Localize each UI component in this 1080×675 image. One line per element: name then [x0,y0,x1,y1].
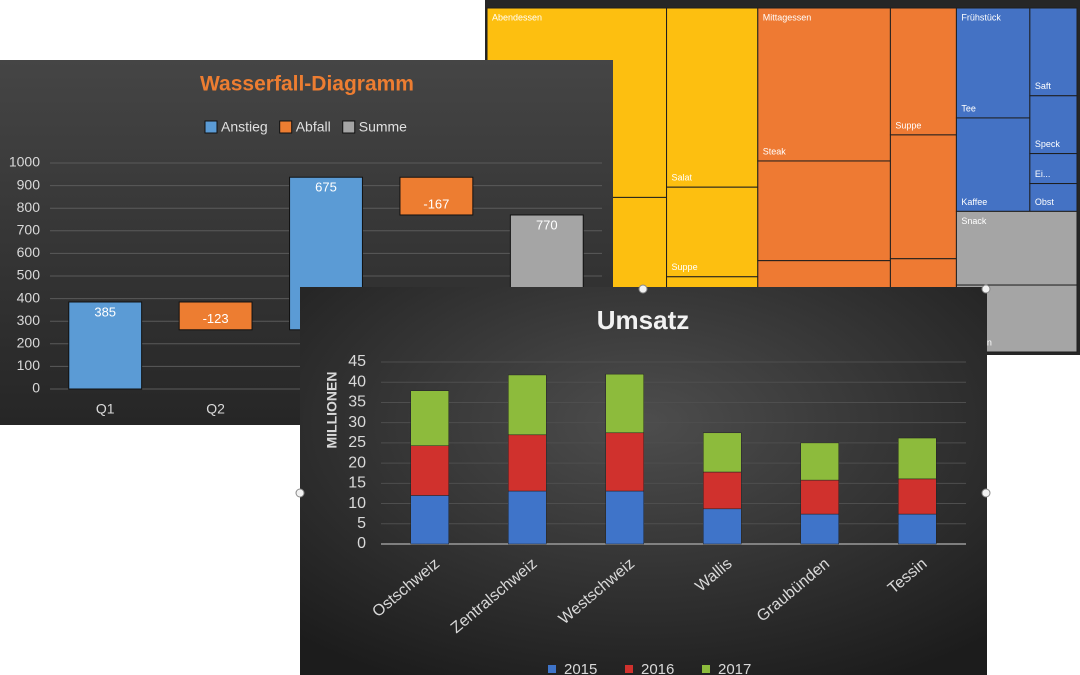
cell-label: Steak [763,146,787,156]
legend-swatch [204,120,218,134]
value-label: 385 [94,304,116,319]
value-label: 675 [315,180,337,195]
umsatz-panel: Umsatz MILLIONEN 051015202530354045Ostsc… [295,284,991,675]
y-tick-label: 0 [357,535,366,552]
treemap-cell [889,7,957,136]
bar-segment [898,437,937,480]
bar-segment [703,432,742,473]
selection-handle[interactable] [295,488,305,498]
bar-segment [703,471,742,510]
legend-swatch [548,665,556,673]
y-tick-label: 200 [17,335,41,351]
chart-title: Wasserfall-Diagramm [200,73,414,96]
bar-segment [508,434,547,492]
legend-swatch [702,665,710,673]
y-tick-label: 5 [357,515,366,532]
value-label: 770 [536,217,558,232]
legend-swatch [342,120,356,134]
bar [178,301,253,331]
legend-swatch [279,120,293,134]
y-axis-title: MILLIONEN [324,372,340,449]
cell-label: Kaffee [961,197,987,207]
y-tick-label: 25 [348,434,366,451]
y-tick-label: 15 [348,475,366,492]
bar-segment [898,478,937,515]
cell-label: Suppe [672,262,698,272]
y-tick-label: 900 [17,176,41,192]
treemap-cell [955,210,1078,286]
legend-label: Summe [359,119,407,135]
treemap-cell [955,117,1031,212]
legend-label: Abfall [296,119,331,135]
y-tick-label: 500 [17,267,41,283]
bar-segment [800,442,839,481]
y-tick-label: 100 [17,357,41,373]
legend-label: 2017 [718,661,751,675]
bar-segment [410,495,449,545]
treemap-cell [666,186,759,278]
treemap-cell [666,7,759,188]
bar [68,301,143,390]
selection-handle[interactable] [638,284,648,294]
bar-segment [410,445,449,496]
bar-segment [605,373,644,434]
y-tick-label: 30 [348,414,366,431]
x-tick-label: Q1 [96,401,115,417]
y-tick-label: 0 [32,380,40,396]
treemap-cell [757,7,891,162]
cell-label: Tee [961,103,976,113]
value-label: -167 [423,196,449,211]
bar-segment [703,508,742,545]
legend-label: 2016 [641,661,674,675]
y-tick-label: 1000 [9,154,40,170]
legend-label: Anstieg [221,119,268,135]
y-tick-label: 35 [348,394,366,411]
y-tick-label: 300 [17,312,41,328]
y-tick-label: 400 [17,289,41,305]
treemap-cell [757,160,891,262]
cell-label: Saft [1035,81,1052,91]
bar-segment [800,513,839,545]
chart-title: Umsatz [597,305,689,335]
y-tick-label: 600 [17,244,41,260]
cell-label: Obst [1035,197,1055,207]
y-tick-label: 40 [348,373,366,390]
cell-label: Ei... [1035,169,1051,179]
group-label: Frühstück [961,12,1001,22]
bar-segment [410,390,449,446]
treemap-cell [1029,153,1078,185]
y-tick-label: 700 [17,222,41,238]
treemap-cell [1029,183,1078,212]
cell-label: Speck [1035,139,1061,149]
cell-label: Suppe [895,120,921,130]
treemap-cell [1029,7,1078,97]
treemap-cell [1029,95,1078,155]
y-tick-label: 10 [348,495,366,512]
group-label: Abendessen [492,12,542,22]
selection-handle[interactable] [981,488,991,498]
legend-label: 2015 [564,661,597,675]
bar-segment [898,513,937,545]
selection-handle[interactable] [981,284,991,294]
value-label: -123 [203,311,229,326]
legend-swatch [625,665,633,673]
cell-label: Salat [672,173,693,183]
bar [399,176,474,216]
bar-segment [605,490,644,545]
group-label: Mittagessen [763,12,812,22]
treemap-cell [889,134,957,260]
bar-segment [605,432,644,492]
bar-segment [800,479,839,515]
bar-segment [508,490,547,545]
y-tick-label: 20 [348,454,366,471]
treemap-cell [955,7,1031,119]
y-tick-label: 45 [348,353,366,370]
y-tick-label: 800 [17,199,41,215]
bar-segment [508,374,547,436]
group-label: Snack [961,216,987,226]
x-tick-label: Q2 [206,401,225,417]
